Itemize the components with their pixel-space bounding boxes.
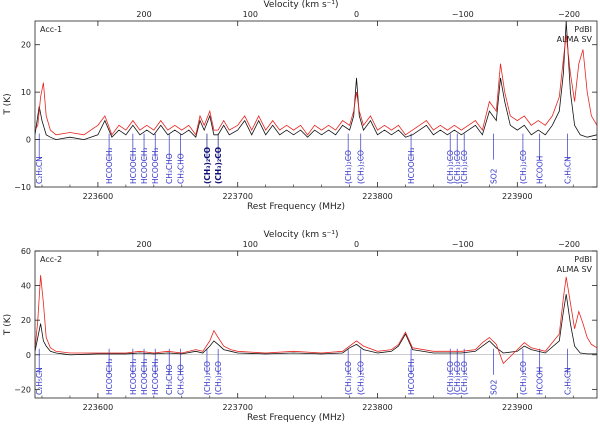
series-line-alma-sv [35,35,597,136]
top-axis-title: Velocity (km s⁻¹) [263,0,338,10]
line-id-label: HCOOH [536,156,545,184]
y-tick-label: 60 [21,247,31,256]
line-id-label: CH₃CHO [165,153,174,184]
line-id-label: HCOOCH₃ [407,358,416,395]
line-id-label: (CH₃)₂CO [446,361,455,395]
panel-label: Acc-2 [40,255,62,264]
x-tick-label: 223900 [502,192,533,201]
x-axis-title: Rest Frequency (MHz) [247,202,345,212]
line-id-label: (CH₃)₂CO [446,150,455,184]
velocity-tick-label: 0 [354,10,359,19]
y-tick-label: −20 [14,385,31,394]
legend-entry-alma-sv: ALMA SV [557,35,593,44]
line-id-label: (CH₃)₂CO [214,147,223,184]
line-id-label: HCOOCH₃ [407,147,416,184]
line-id-label: HCOOCH₃ [105,358,114,395]
panel-acc-2: C₂H₅CN HCOOCH₃ HCOOCH₃ HCOOCH₃ HCOOCH₃ CH₃CHO… [3,230,598,423]
x-axis-title: Rest Frequency (MHz) [247,413,345,423]
x-tick-label: 223700 [222,192,253,201]
line-id-label: (CH₃)₂CO [344,150,353,184]
y-tick-label: 20 [21,41,31,50]
top-axis-title: Velocity (km s⁻¹) [263,230,338,240]
y-tick-label: 10 [21,88,31,97]
line-id-label: CH₃CHO [165,364,174,395]
line-id-label: C₂H₅CN [35,156,44,184]
line-id-label: HCOOCH₃ [129,358,138,395]
line-id-label: (CH₃)₂CO [203,147,212,184]
line-id-label: (CH₃)₂CO [453,150,462,184]
series-line-pdbi [35,294,597,356]
x-tick-label: 223800 [362,403,393,412]
x-tick-label: 223900 [502,403,533,412]
line-id-label: C₂H₅CN [564,367,573,395]
velocity-tick-label: 0 [354,240,359,249]
line-id-label: (CH₃)₂CO [203,361,212,395]
velocity-tick-label: −200 [558,10,580,19]
line-id-label: HCOOCH₃ [140,147,149,184]
line-id-label: HCOOCH₃ [105,147,114,184]
legend-entry-pdbi: PdBI [574,255,592,264]
line-id-label: (CH₃)₂CO [460,150,469,184]
legend-entry-alma-sv: ALMA SV [557,265,593,274]
velocity-tick-label: 200 [136,240,151,249]
line-id-label: SO2 [490,379,499,395]
x-tick-label: 223800 [362,192,393,201]
line-id-label: (CH₃)₂CO [453,361,462,395]
line-id-label: SO2 [490,168,499,184]
x-tick-label: 223700 [222,403,253,412]
velocity-tick-label: 200 [136,10,151,19]
plot-frame [34,20,598,188]
series-line-alma-sv [35,275,597,365]
y-axis-title: T (K) [3,93,13,115]
line-id-label: C₂H₅CN [35,367,44,395]
line-id-label: C₂H₅CN [564,156,573,184]
line-id-label: (CH₃)₂CO [519,361,528,395]
y-tick-label: 0 [26,136,31,145]
velocity-tick-label: −200 [558,240,580,249]
line-id-label: (CH₃)₂CO [357,361,366,395]
y-tick-label: 40 [21,282,31,291]
y-axis-title: T (K) [3,314,13,336]
series-line-pdbi [35,21,597,141]
line-id-label: CH₃CHO [176,153,185,184]
line-id-label: (CH₃)₂CO [519,150,528,184]
line-id-label: HCOOCH₃ [151,358,160,395]
plot-frame [34,250,598,399]
velocity-tick-label: −100 [452,240,474,249]
line-id-label: HCOOCH₃ [140,358,149,395]
line-id-label: (CH₃)₂CO [357,150,366,184]
y-tick-label: 0 [26,351,31,360]
x-tick-label: 223600 [83,192,114,201]
velocity-tick-label: 100 [243,10,258,19]
velocity-tick-label: −100 [452,10,474,19]
line-id-label: (CH₃)₂CO [214,361,223,395]
line-id-label: (CH₃)₂CO [344,361,353,395]
x-tick-label: 223600 [83,403,114,412]
y-tick-label: −10 [14,183,31,192]
line-id-label: (CH₃)₂CO [460,361,469,395]
line-id-label: HCOOH [536,367,545,395]
line-id-label: HCOOCH₃ [151,147,160,184]
velocity-tick-label: 100 [243,240,258,249]
panel-label: Acc-1 [40,25,62,34]
y-tick-label: 20 [21,316,31,325]
line-id-label: HCOOCH₃ [129,147,138,184]
line-id-label: CH₃CHO [176,364,185,395]
panel-acc-1: C₂H₅CN HCOOCH₃ HCOOCH₃ HCOOCH₃ HCOOCH₃ CH₃CHO… [3,0,598,212]
legend-entry-pdbi: PdBI [574,25,592,34]
